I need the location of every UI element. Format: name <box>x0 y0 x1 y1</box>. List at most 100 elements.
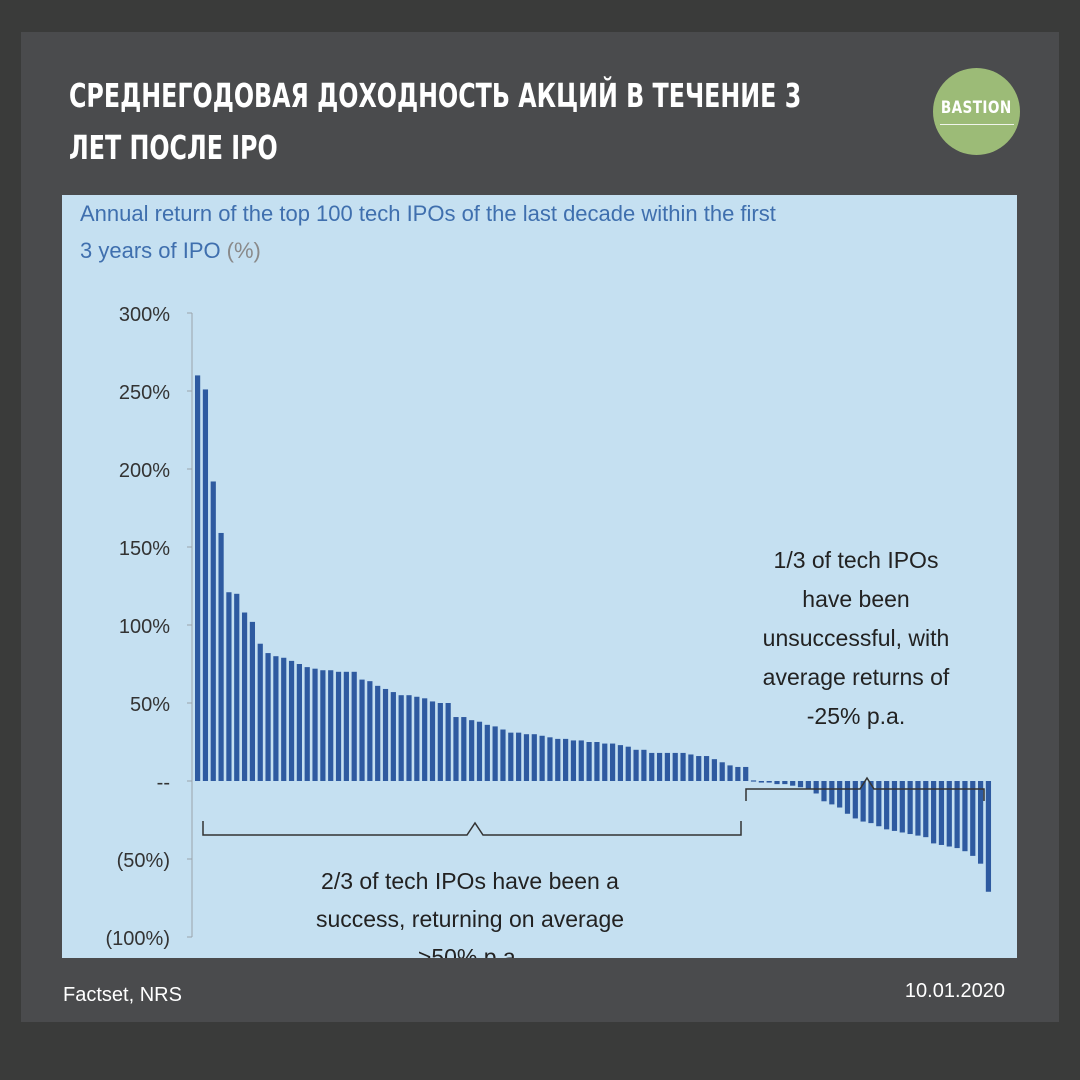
bar <box>382 688 389 781</box>
bar <box>492 726 498 781</box>
y-tick-label: 100% <box>119 616 170 638</box>
bar <box>390 692 396 781</box>
bar <box>375 685 381 781</box>
bar <box>923 781 929 838</box>
bar <box>774 781 780 785</box>
bar <box>320 670 326 781</box>
bar <box>508 732 514 781</box>
bar <box>656 752 663 781</box>
annotation-line: have been <box>802 586 909 612</box>
bar <box>422 698 428 781</box>
bar <box>414 696 420 781</box>
bar <box>226 592 232 781</box>
bar <box>868 781 874 824</box>
bar <box>351 671 357 781</box>
bar <box>625 746 631 781</box>
y-tick-label: (100%) <box>106 928 170 950</box>
bar <box>797 781 804 788</box>
bar <box>335 671 342 781</box>
bar <box>429 701 436 781</box>
bar <box>296 664 302 781</box>
bar <box>602 743 608 781</box>
ipo-returns-chart: Annual return of the top 100 tech IPOs o… <box>80 201 992 958</box>
bar <box>766 781 772 783</box>
bar <box>523 734 530 781</box>
annotation-line: success, returning on average <box>316 906 624 932</box>
bar <box>750 780 757 782</box>
bar <box>884 781 890 830</box>
annotation-line: unsuccessful, with <box>763 625 950 651</box>
bar <box>962 781 968 852</box>
bar <box>844 781 851 814</box>
bar <box>304 667 310 781</box>
bar <box>743 766 749 781</box>
bar <box>703 756 710 781</box>
infographic-card: Среднегодовая доходность акций в течение… <box>21 32 1059 1022</box>
bar <box>978 781 984 864</box>
logo-underline <box>939 124 1014 125</box>
bar <box>195 375 201 781</box>
source-label: Factset, NRS <box>63 984 182 1006</box>
bar <box>476 721 483 781</box>
bar <box>218 532 224 781</box>
y-axis: 300% 250% 200% 150% 100% 50% -- (50%) (100%) <box>106 304 193 950</box>
bar <box>860 781 866 822</box>
bastion-logo: BASTION <box>933 68 1020 155</box>
title-line-1: Среднегодовая доходность акций в течение… <box>69 76 802 115</box>
bar <box>954 781 960 849</box>
bar <box>735 766 741 781</box>
annotation-line: average returns of <box>763 664 950 690</box>
annotation-text: 2/3 of tech IPOs have been a success, ret… <box>316 547 950 958</box>
bar <box>257 643 263 781</box>
bar <box>531 734 537 781</box>
bar <box>664 752 670 781</box>
success-bracket <box>202 821 742 836</box>
bar <box>547 737 553 781</box>
bar <box>672 752 678 781</box>
bar <box>578 740 584 781</box>
bar <box>821 781 827 802</box>
bar-series <box>195 375 992 892</box>
annotation-line: 1/3 of tech IPOs <box>774 547 939 573</box>
logo-text: BASTION <box>941 98 1012 118</box>
fail-bracket <box>745 776 985 801</box>
y-tick-label: 250% <box>119 382 170 404</box>
bar <box>829 781 835 805</box>
bar <box>985 781 992 892</box>
bar <box>461 717 467 781</box>
bar <box>680 752 686 781</box>
annotation-line: -25% p.a. <box>807 703 905 729</box>
bar <box>437 703 443 781</box>
bar <box>876 781 882 827</box>
bar <box>539 735 545 781</box>
y-tick-label: 200% <box>119 460 170 482</box>
bar <box>617 745 624 781</box>
chart-title-line-2-text: 3 years of IPO <box>80 238 221 263</box>
bar <box>970 781 976 856</box>
date-label: 10.01.2020 <box>904 980 1005 1002</box>
y-tick-label: 150% <box>119 538 170 560</box>
bar <box>727 765 733 781</box>
y-tick-label: (50%) <box>117 850 170 872</box>
bar <box>696 756 702 781</box>
bar <box>899 781 905 833</box>
y-tick-label: 300% <box>119 304 170 326</box>
page-title: Среднегодовая доходность акций в течение… <box>69 70 802 174</box>
bar <box>288 660 295 781</box>
bar <box>359 679 365 781</box>
bar <box>570 740 577 781</box>
chart-title-unit: (%) <box>227 238 261 263</box>
bar <box>609 743 616 781</box>
y-tick-label: 50% <box>130 694 170 716</box>
bar <box>805 781 811 789</box>
bar <box>719 762 725 781</box>
bar <box>594 742 600 781</box>
annotation-line: 2/3 of tech IPOs have been a <box>321 868 619 894</box>
bar <box>790 781 796 786</box>
bar <box>563 738 569 781</box>
bar <box>758 781 764 783</box>
bar <box>641 749 647 781</box>
bar <box>343 671 349 781</box>
bar <box>711 759 717 781</box>
bar <box>938 781 945 845</box>
